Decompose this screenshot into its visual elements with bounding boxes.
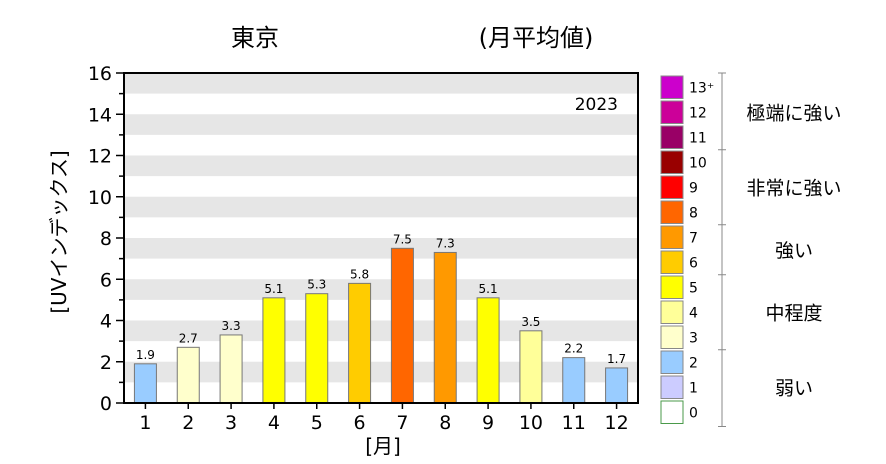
x-tick-label: 9: [482, 412, 494, 434]
bar: [605, 367, 629, 404]
bar-value-label: 1.7: [607, 352, 626, 366]
legend-level-label: 10: [689, 155, 707, 171]
bar: [519, 330, 543, 404]
y-tick-label: 4: [100, 311, 112, 333]
legend-category-label: 中程度: [765, 302, 822, 324]
legend-category-label: 非常に強い: [746, 177, 841, 199]
grid-band: [124, 279, 638, 300]
bar: [176, 346, 200, 404]
grid-band: [124, 320, 638, 342]
value-labels: 1.9 2.7 3.3 5.1 5.3 5.8 7.5 7.3 5.1 3.5 2.2 1.7: [136, 232, 626, 366]
bar-value-label: 5.1: [264, 282, 283, 296]
legend-swatch: [660, 200, 684, 224]
legend-level-label: 1: [689, 380, 698, 396]
bar: [390, 247, 414, 404]
legend-level-label: 5: [689, 280, 698, 296]
y-tick-label: 2: [100, 352, 112, 374]
x-axis: 1 2 3 4 5 6 7 8 9 10 11 12: [139, 403, 629, 434]
bar: [476, 297, 500, 404]
legend-swatch: [660, 250, 684, 274]
grid-band: [124, 155, 638, 177]
bar-value-label: 7.3: [436, 236, 455, 250]
bar-value-label: 5.1: [479, 282, 498, 296]
plot-frame: [123, 72, 639, 404]
legend-level-label: 8: [689, 205, 698, 221]
x-tick-label: 4: [268, 412, 280, 434]
x-axis-label: [月]: [365, 434, 401, 458]
legend-swatch: [660, 375, 684, 399]
year-label: 2023: [575, 95, 618, 115]
y-tick-label: 10: [88, 187, 112, 209]
legend-swatch: [660, 100, 684, 124]
legend-level-label: 0: [689, 405, 698, 421]
bar-value-label: 2.2: [564, 342, 583, 356]
x-tick-label: 10: [519, 412, 543, 434]
bar: [562, 357, 586, 404]
legend-swatch: [660, 275, 684, 299]
grid-band: [124, 196, 638, 218]
bar-value-label: 2.7: [179, 331, 198, 345]
legend-swatch: [660, 75, 684, 99]
bar: [433, 251, 457, 404]
bar-value-label: 5.8: [350, 267, 369, 281]
legend-level-label: 13⁺: [689, 80, 714, 96]
y-tick-label: 6: [100, 269, 112, 291]
bar: [305, 293, 329, 404]
grid-band: [124, 238, 638, 259]
y-axis: 0 2 4 6 8 10 12 14 16: [88, 63, 124, 415]
y-tick-label: 16: [88, 63, 112, 85]
legend-swatch: [660, 400, 684, 424]
legend-swatch: [660, 125, 684, 149]
x-tick-label: 1: [139, 412, 151, 434]
bar-value-label: 1.9: [136, 348, 155, 362]
legend-category-label: 弱い: [775, 377, 813, 399]
legend-level-label: 12: [689, 105, 707, 121]
legend-level-label: 6: [689, 255, 698, 271]
grid-band: [124, 361, 638, 383]
y-tick-label: 14: [88, 104, 112, 126]
legend-swatch: [660, 325, 684, 349]
legend-category-label: 強い: [775, 240, 813, 262]
bar-value-label: 7.5: [393, 232, 412, 246]
legend-swatch: [660, 175, 684, 199]
y-tick-label: 8: [100, 228, 112, 250]
x-tick-label: 8: [439, 412, 451, 434]
x-tick-label: 3: [225, 412, 237, 434]
x-tick-label: 12: [604, 412, 628, 434]
legend-category-label: 極端に強い: [746, 102, 841, 124]
grid-band: [124, 73, 638, 94]
legend-swatch: [660, 225, 684, 249]
x-tick-label: 6: [354, 412, 366, 434]
legend-swatch: [660, 150, 684, 174]
x-tick-label: 2: [182, 412, 194, 434]
legend-level-label: 4: [689, 305, 698, 321]
legend-swatch: [660, 350, 684, 374]
bar-series: [133, 247, 629, 404]
bar: [219, 334, 243, 404]
bar-value-label: 3.5: [521, 315, 540, 329]
y-tick-label: 0: [100, 393, 112, 415]
legend-level-label: 9: [689, 180, 698, 196]
legend-swatch: [660, 300, 684, 324]
chart-title-location: 東京: [231, 24, 279, 52]
x-tick-label: 7: [396, 412, 408, 434]
x-tick-label: 5: [311, 412, 323, 434]
bar: [262, 297, 286, 404]
legend-level-label: 3: [689, 330, 698, 346]
bar-value-label: 3.3: [222, 319, 241, 333]
grid-bands: [124, 73, 638, 383]
legend-level-label: 7: [689, 230, 698, 246]
legend-level-label: 2: [689, 355, 698, 371]
bar: [133, 363, 157, 404]
chart-title-period: (月平均値): [479, 24, 594, 52]
bar: [348, 282, 372, 404]
bar-value-label: 5.3: [307, 278, 326, 292]
y-axis-label: [UVインデックス]: [47, 150, 71, 313]
grid-band: [124, 114, 638, 135]
y-tick-label: 12: [88, 146, 112, 168]
legend-level-label: 11: [689, 130, 707, 146]
x-tick-label: 11: [562, 412, 586, 434]
